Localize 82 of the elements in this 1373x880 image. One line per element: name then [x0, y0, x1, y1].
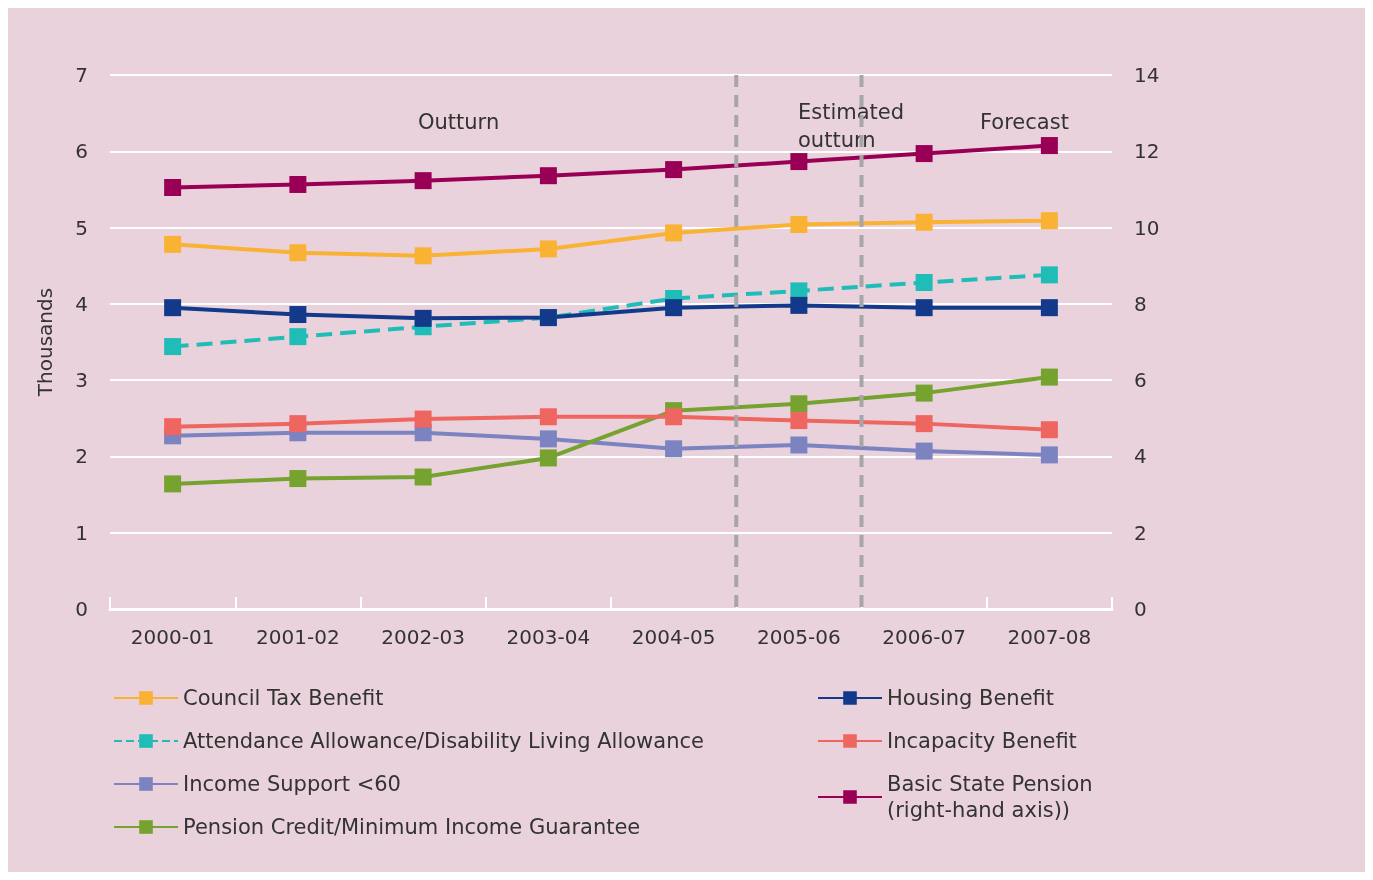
- point: [665, 161, 683, 179]
- x-tick-label: 2003-04: [506, 625, 591, 649]
- legend-label: Income Support <60: [183, 772, 401, 796]
- point: [1040, 299, 1058, 317]
- point: [289, 175, 307, 193]
- y2-tick-label: 14: [1134, 63, 1160, 87]
- point: [414, 468, 432, 486]
- point: [1040, 137, 1058, 155]
- point: [915, 442, 933, 460]
- point: [790, 395, 808, 413]
- point: [790, 412, 808, 430]
- point: [164, 235, 182, 253]
- y2-tick-label: 0: [1134, 597, 1147, 621]
- y-tick-label: 0: [75, 597, 88, 621]
- y2-tick-label: 2: [1134, 520, 1147, 545]
- y2-tick-label: 4: [1134, 444, 1147, 469]
- point: [539, 449, 557, 467]
- y2-tick-label: 8: [1134, 291, 1147, 316]
- point: [289, 328, 307, 346]
- y2-tick-label: 12: [1134, 139, 1160, 164]
- legend-label: Pension Credit/Minimum Income Guarantee: [183, 815, 641, 839]
- legend-label: Incapacity Benefit: [887, 729, 1077, 753]
- y2-tick-label: 10: [1134, 215, 1160, 240]
- point: [665, 440, 683, 458]
- y-axis-title: Thousands: [33, 287, 57, 398]
- point: [414, 172, 432, 190]
- point: [289, 306, 307, 324]
- point: [790, 296, 808, 314]
- annotation: Forecast: [980, 110, 1069, 134]
- point: [915, 145, 933, 163]
- annotation: Estimated outturn: [798, 100, 905, 152]
- point: [164, 299, 182, 317]
- point: [790, 436, 808, 454]
- point: [289, 470, 307, 488]
- y-tick-label: 2: [75, 444, 88, 469]
- point: [1040, 212, 1058, 230]
- point: [164, 338, 182, 356]
- point: [164, 418, 182, 436]
- x-tick-label: 2000-01: [130, 625, 215, 649]
- legend-label: Basic State Pension (right-hand axis)): [887, 772, 1100, 822]
- point: [915, 299, 933, 317]
- point: [790, 153, 808, 171]
- point: [539, 408, 557, 426]
- point: [164, 179, 182, 197]
- y-tick-label: 4: [75, 291, 88, 316]
- point: [790, 216, 808, 234]
- x-tick-label: 2006-07: [882, 625, 966, 649]
- point: [915, 213, 933, 231]
- point: [539, 167, 557, 185]
- x-tick-label: 2002-03: [381, 625, 465, 649]
- y-tick-label: 7: [75, 63, 88, 87]
- x-tick-label: 2001-02: [256, 625, 340, 649]
- point: [915, 274, 933, 291]
- point: [289, 415, 307, 433]
- point: [414, 247, 432, 265]
- x-tick-label: 2007-08: [1007, 625, 1092, 649]
- point: [665, 224, 683, 242]
- point: [1040, 368, 1058, 386]
- y-tick-label: 5: [75, 215, 88, 240]
- point: [1040, 266, 1058, 284]
- point: [915, 415, 933, 433]
- y-tick-label: 3: [75, 368, 88, 393]
- annotation: Outturn: [418, 110, 500, 134]
- y-tick-label: 1: [75, 520, 88, 545]
- point: [539, 430, 557, 448]
- point: [414, 309, 432, 327]
- x-tick-label: 2004-05: [631, 625, 716, 649]
- point: [414, 410, 432, 428]
- point: [289, 244, 307, 262]
- point: [164, 475, 182, 493]
- point: [1040, 421, 1058, 439]
- x-tick-label: 2005-06: [757, 625, 841, 649]
- y-tick-label: 6: [75, 139, 88, 164]
- legend-label: Housing Benefit: [887, 686, 1055, 710]
- legend-label: Attendance Allowance/Disability Living Allowance: [183, 729, 704, 753]
- legend-label: Council Tax Benefit: [183, 686, 384, 710]
- point: [665, 299, 683, 317]
- y2-tick-label: 6: [1134, 368, 1147, 393]
- point: [665, 408, 683, 426]
- point: [1040, 446, 1058, 464]
- point: [539, 240, 557, 258]
- point: [915, 384, 933, 402]
